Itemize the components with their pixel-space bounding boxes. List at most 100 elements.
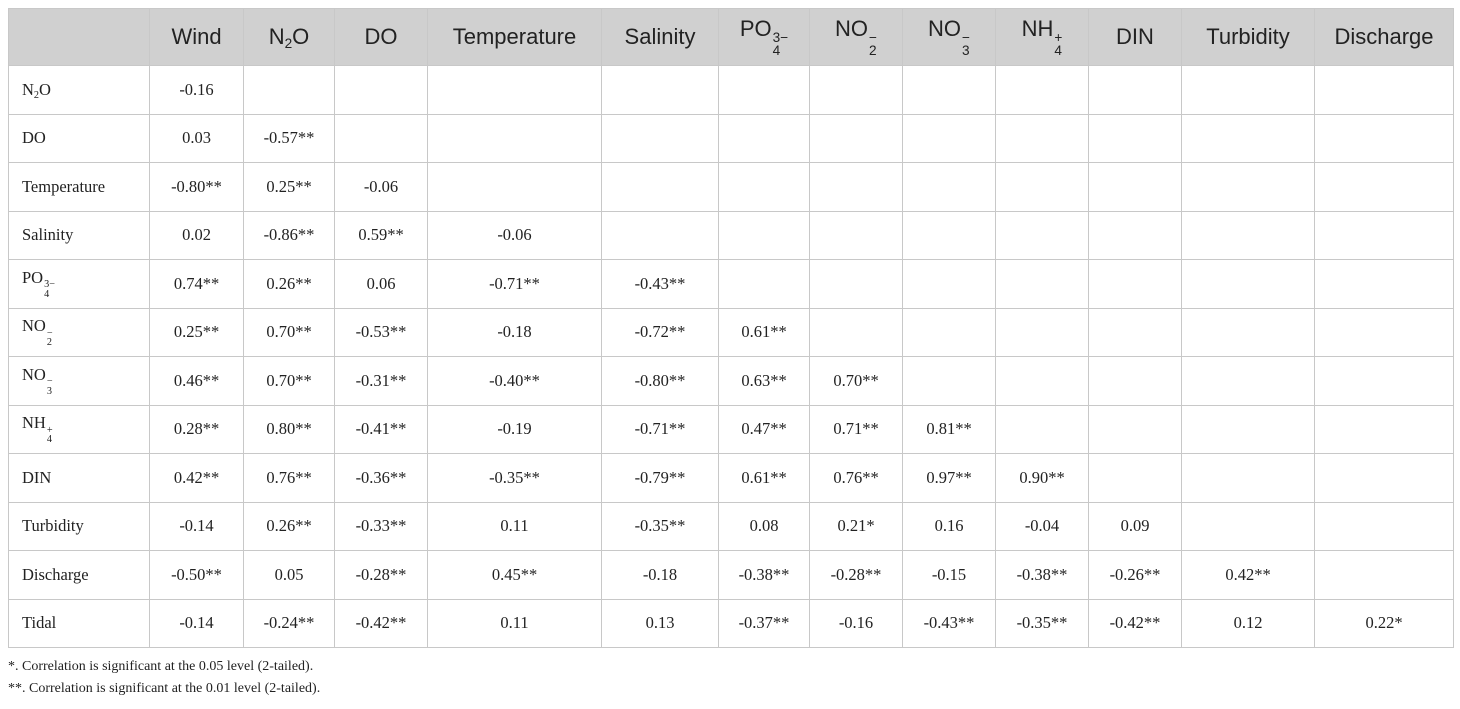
- empty-cell: [995, 356, 1089, 406]
- empty-cell: [995, 113, 1089, 163]
- empty-cell: [902, 210, 996, 260]
- table-row: Salinity 0.02 -0.86** 0.59** -0.06: [8, 210, 1454, 260]
- empty-cell: [1314, 453, 1454, 503]
- row-label: DO: [8, 113, 150, 163]
- correlation-cell: 0.25**: [243, 162, 335, 212]
- table-row: DIN 0.42** 0.76** -0.36** -0.35** -0.79** 0.61…: [8, 453, 1454, 503]
- empty-cell: [1181, 259, 1315, 309]
- correlation-cell: -0.16: [149, 65, 244, 115]
- correlation-cell: 0.09: [1088, 501, 1182, 551]
- correlation-cell: -0.35**: [427, 453, 602, 503]
- label-base: DO: [22, 128, 46, 148]
- correlation-cell: 0.70**: [243, 307, 335, 357]
- correlation-cell: -0.80**: [149, 162, 244, 212]
- correlation-cell: -0.04: [995, 501, 1089, 551]
- label-script-stack: +4: [46, 424, 53, 445]
- label-subscript: 3: [962, 42, 970, 58]
- label-superscript: −: [962, 29, 970, 45]
- label-base: DIN: [1116, 24, 1154, 49]
- correlation-cell: 0.16: [902, 501, 996, 551]
- empty-cell: [1181, 113, 1315, 163]
- header-row: Wind N2O DO Temperature Salinity PO 3− 4 NO −2 NO −…: [8, 8, 1454, 66]
- label-subscript: 2: [869, 42, 877, 58]
- label-base: N: [268, 24, 285, 49]
- correlation-cell: -0.71**: [601, 404, 719, 454]
- row-label: Temperature: [8, 162, 150, 212]
- empty-cell: [427, 162, 602, 212]
- column-header: NO −2: [809, 8, 903, 66]
- empty-cell: [809, 113, 903, 163]
- empty-cell: [902, 65, 996, 115]
- empty-cell: [601, 113, 719, 163]
- correlation-cell: -0.24**: [243, 598, 335, 648]
- table-body: N2O -0.16 DO 0.03 -0.57** Temperature -0.80** 0…: [8, 65, 1454, 648]
- correlation-cell: 0.76**: [809, 453, 903, 503]
- correlation-cell: -0.72**: [601, 307, 719, 357]
- correlation-cell: -0.18: [601, 550, 719, 600]
- label-base: DO: [364, 24, 398, 49]
- correlation-cell: 0.97**: [902, 453, 996, 503]
- empty-cell: [718, 210, 810, 260]
- empty-cell: [1181, 210, 1315, 260]
- label-base: Temperature: [452, 24, 577, 49]
- correlation-cell: -0.35**: [601, 501, 719, 551]
- empty-cell: [718, 162, 810, 212]
- empty-cell: [601, 210, 719, 260]
- label-base: Wind: [171, 24, 222, 49]
- label-base: Discharge: [22, 564, 89, 584]
- correlation-cell: 0.25**: [149, 307, 244, 357]
- correlation-cell: 0.45**: [427, 550, 602, 600]
- column-header: DIN: [1088, 8, 1182, 66]
- column-header: Turbidity: [1181, 8, 1315, 66]
- row-label: NO −2: [8, 307, 150, 357]
- correlation-cell: 0.81**: [902, 404, 996, 454]
- empty-cell: [1181, 307, 1315, 357]
- correlation-cell: -0.33**: [334, 501, 428, 551]
- table-row: PO 3− 4 0.74** 0.26** 0.06 -0.71** -0.43**: [8, 259, 1454, 309]
- correlation-cell: 0.28**: [149, 404, 244, 454]
- header-corner: [8, 8, 150, 66]
- correlation-cell: -0.06: [427, 210, 602, 260]
- empty-cell: [995, 210, 1089, 260]
- correlation-cell: -0.43**: [601, 259, 719, 309]
- column-header: N2O: [243, 8, 335, 66]
- column-header: PO 3− 4: [718, 8, 810, 66]
- correlation-cell: 0.80**: [243, 404, 335, 454]
- empty-cell: [1181, 162, 1315, 212]
- correlation-cell: 0.26**: [243, 501, 335, 551]
- empty-cell: [1088, 259, 1182, 309]
- correlation-cell: -0.79**: [601, 453, 719, 503]
- correlation-cell: -0.43**: [902, 598, 996, 648]
- correlation-cell: -0.31**: [334, 356, 428, 406]
- empty-cell: [809, 259, 903, 309]
- correlation-cell: -0.15: [902, 550, 996, 600]
- correlation-cell: -0.86**: [243, 210, 335, 260]
- correlation-cell: -0.38**: [718, 550, 810, 600]
- correlation-table: Wind N2O DO Temperature Salinity PO 3− 4 NO −2 NO −…: [8, 8, 1454, 648]
- label-base: PO: [739, 16, 772, 42]
- label-base: Temperature: [22, 176, 106, 196]
- empty-cell: [809, 162, 903, 212]
- label-script-stack: −3: [962, 29, 970, 58]
- correlation-cell: 0.08: [718, 501, 810, 551]
- empty-cell: [1088, 210, 1182, 260]
- correlation-cell: 0.11: [427, 501, 602, 551]
- correlation-cell: -0.37**: [718, 598, 810, 648]
- correlation-cell: 0.47**: [718, 404, 810, 454]
- table-row: Temperature -0.80** 0.25** -0.06: [8, 162, 1454, 212]
- row-label: Discharge: [8, 550, 150, 600]
- correlation-cell: 0.76**: [243, 453, 335, 503]
- empty-cell: [809, 65, 903, 115]
- empty-cell: [1314, 356, 1454, 406]
- label-superscript: +: [46, 424, 53, 436]
- empty-cell: [902, 307, 996, 357]
- label-base: Turbidity: [1206, 24, 1290, 49]
- correlation-cell: 0.12: [1181, 598, 1315, 648]
- column-header: Discharge: [1314, 8, 1454, 66]
- correlation-cell: 0.59**: [334, 210, 428, 260]
- correlation-cell: 0.13: [601, 598, 719, 648]
- empty-cell: [1088, 162, 1182, 212]
- correlation-cell: -0.57**: [243, 113, 335, 163]
- empty-cell: [995, 404, 1089, 454]
- empty-cell: [1314, 404, 1454, 454]
